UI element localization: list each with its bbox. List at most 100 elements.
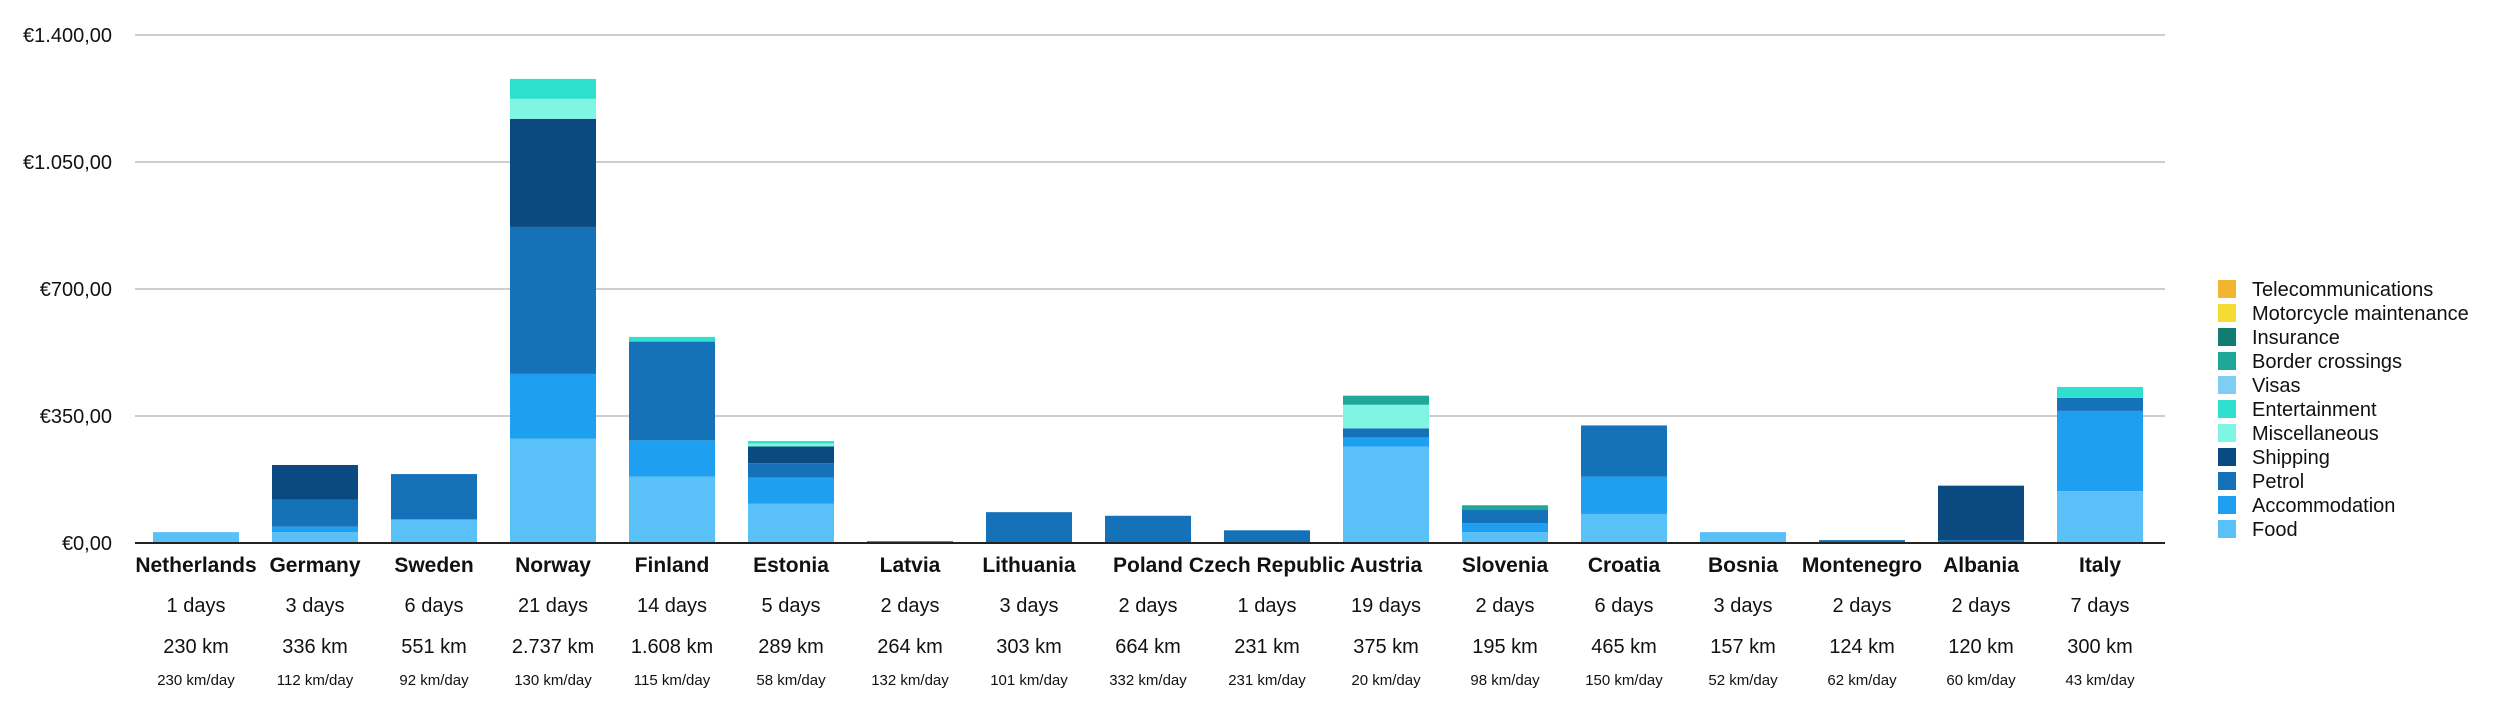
bar-segment-accommodation [510,373,596,439]
distance-label: 120 km [1948,636,2014,658]
legend-label: Shipping [2252,447,2330,469]
distance-label: 303 km [996,636,1062,658]
legend-swatch [2218,448,2236,466]
km-per-day-label: 62 km/day [1827,672,1897,689]
y-tick-label: €350,00 [40,406,112,428]
bar-segment-accommodation [629,440,715,477]
legend-label: Insurance [2252,327,2340,349]
bar-segment-petrol [510,226,596,374]
x-tick-label: Netherlands [135,554,256,577]
bar-segment-accommodation [272,526,358,533]
legend-label: Visas [2252,375,2301,397]
bar-segment-petrol [1105,515,1191,543]
days-label: 6 days [405,595,464,617]
x-tick-label: Finland [635,554,710,577]
km-per-day-label: 230 km/day [157,672,235,689]
days-label: 2 days [1119,595,1178,617]
x-tick-label: Czech Republic [1189,554,1346,577]
bar-segment-shipping [748,446,834,464]
days-label: 1 days [167,595,226,617]
legend-swatch [2218,472,2236,490]
days-label: 14 days [637,595,707,617]
km-per-day-label: 115 km/day [634,672,711,689]
days-label: 3 days [1000,595,1059,617]
legend-swatch [2218,280,2236,298]
bar-segment-miscellaneous [1343,404,1429,429]
bar-segment-food [1462,532,1548,543]
bar-segment-food [1581,513,1667,543]
distance-label: 336 km [282,636,348,658]
bar-segment-entertainment [629,336,715,342]
days-label: 2 days [1952,595,2011,617]
legend-label: Border crossings [2252,351,2402,373]
days-label: 19 days [1351,595,1421,617]
bar-segment-border-crossings [1343,395,1429,405]
y-tick-label: €1.050,00 [23,152,112,174]
legend-label: Entertainment [2252,399,2377,421]
days-label: 1 days [1238,595,1297,617]
days-label: 2 days [1833,595,1892,617]
bar-segment-food [629,476,715,543]
days-label: 2 days [881,595,940,617]
distance-label: 289 km [758,636,824,658]
km-per-day-label: 92 km/day [399,672,469,689]
legend-label: Petrol [2252,471,2304,493]
distance-label: 1.608 km [631,636,713,658]
bar-segment-accommodation [1462,523,1548,533]
bar-segment-petrol [629,341,715,441]
y-tick-label: €700,00 [40,279,112,301]
x-tick-label: Croatia [1588,554,1661,577]
x-tick-label: Montenegro [1802,554,1922,577]
legend-swatch [2218,520,2236,538]
km-per-day-label: 43 km/day [2065,672,2135,689]
distance-label: 264 km [877,636,943,658]
x-tick-label: Estonia [753,554,829,577]
legend-swatch [2218,352,2236,370]
legend-label: Telecommunications [2252,279,2433,301]
bar-segment-entertainment [510,78,596,99]
bar-segment-petrol [986,512,1072,543]
bar-segment-entertainment [748,441,834,444]
days-label: 7 days [2071,595,2130,617]
bar-segment-petrol [1462,509,1548,524]
distance-label: 375 km [1353,636,1419,658]
days-label: 2 days [1476,595,1535,617]
distance-label: 124 km [1829,636,1895,658]
days-label: 5 days [762,595,821,617]
bar-segment-accommodation [748,477,834,504]
km-per-day-label: 20 km/day [1351,672,1421,689]
legend-label: Food [2252,519,2298,541]
x-tick-label: Sweden [394,554,473,577]
legend-label: Motorcycle maintenance [2252,303,2469,325]
x-tick-label: Poland [1113,554,1183,577]
distance-label: 664 km [1115,636,1181,658]
bar-segment-accommodation [1581,476,1667,514]
km-per-day-label: 231 km/day [1228,672,1306,689]
legend-swatch [2218,400,2236,418]
bar-segment-shipping [510,118,596,227]
bar-segment-petrol [748,463,834,478]
distance-label: 2.737 km [512,636,594,658]
x-tick-label: Slovenia [1462,554,1549,577]
distance-label: 195 km [1472,636,1538,658]
distance-label: 465 km [1591,636,1657,658]
legend-swatch [2218,496,2236,514]
bar-segment-entertainment [2057,386,2143,398]
bar-segment-petrol [2057,397,2143,411]
bar-segment-petrol [1938,540,2024,543]
distance-label: 157 km [1710,636,1776,658]
bar-segment-petrol [1343,428,1429,438]
distance-label: 231 km [1234,636,1300,658]
legend-swatch [2218,424,2236,442]
y-tick-label: €1.400,00 [23,25,112,47]
legend-swatch [2218,376,2236,394]
km-per-day-label: 60 km/day [1946,672,2016,689]
x-tick-label: Italy [2079,554,2121,577]
km-per-day-label: 98 km/day [1470,672,1540,689]
distance-label: 230 km [163,636,229,658]
days-label: 21 days [518,595,588,617]
days-label: 6 days [1595,595,1654,617]
bar-segment-petrol [1819,540,1905,543]
x-tick-label: Norway [515,554,591,577]
